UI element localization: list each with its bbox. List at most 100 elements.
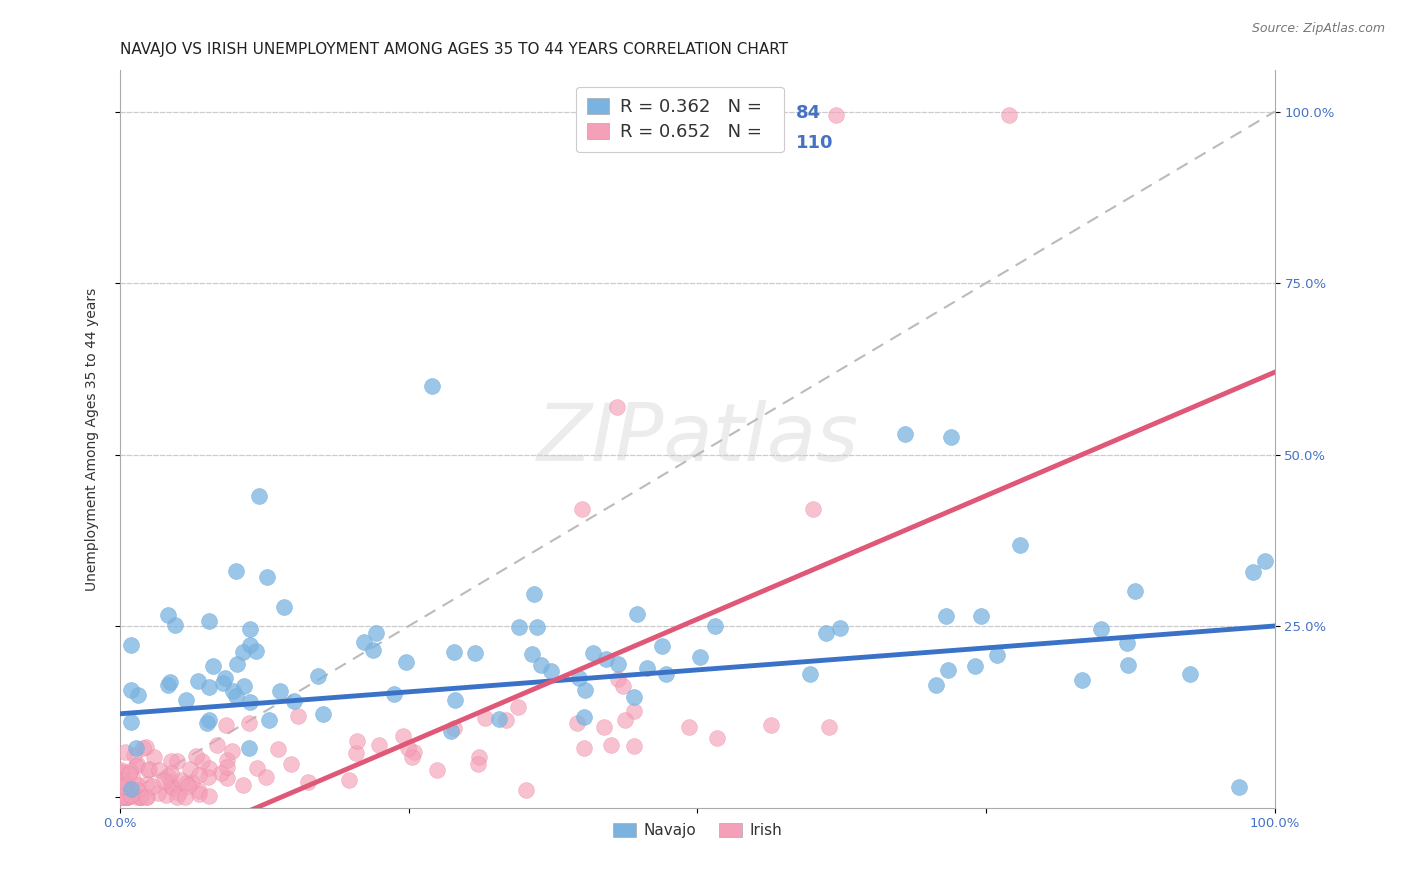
Point xyxy=(269,684,291,698)
Point xyxy=(353,635,375,649)
Point xyxy=(138,763,160,777)
Point xyxy=(211,766,233,780)
Point xyxy=(156,677,179,691)
Point xyxy=(636,661,658,675)
Point xyxy=(571,502,593,516)
Point xyxy=(1116,657,1139,672)
Y-axis label: Unemployment Among Ages 35 to 44 years: Unemployment Among Ages 35 to 44 years xyxy=(86,287,100,591)
Point xyxy=(706,731,728,746)
Point xyxy=(925,677,948,691)
Point xyxy=(468,750,491,764)
Point xyxy=(174,776,197,790)
Point xyxy=(678,720,700,734)
Point xyxy=(198,761,221,775)
Point xyxy=(125,759,148,773)
Point xyxy=(337,772,360,787)
Point xyxy=(626,607,648,621)
Point xyxy=(239,623,262,637)
Point xyxy=(120,781,142,796)
Point xyxy=(600,738,623,752)
Point xyxy=(247,489,270,503)
Text: 84: 84 xyxy=(796,104,821,122)
Point xyxy=(246,761,269,775)
Point xyxy=(515,783,537,797)
Point xyxy=(125,756,148,771)
Point xyxy=(593,720,616,734)
Point xyxy=(231,778,253,792)
Point xyxy=(136,763,159,777)
Point xyxy=(160,766,183,780)
Point xyxy=(607,657,630,672)
Point xyxy=(225,690,247,704)
Point xyxy=(344,746,367,760)
Point xyxy=(464,646,486,660)
Point xyxy=(127,688,149,702)
Point xyxy=(267,742,290,756)
Point xyxy=(166,790,188,805)
Point xyxy=(129,790,152,805)
Point xyxy=(120,764,142,778)
Point xyxy=(125,741,148,756)
Point xyxy=(572,740,595,755)
Point xyxy=(157,768,180,782)
Point xyxy=(1123,583,1146,598)
Point xyxy=(232,645,254,659)
Point xyxy=(689,649,711,664)
Point xyxy=(198,680,221,694)
Point xyxy=(111,765,134,780)
Point xyxy=(129,790,152,805)
Point xyxy=(170,773,193,788)
Point xyxy=(307,669,329,683)
Point xyxy=(191,755,214,769)
Point xyxy=(1090,622,1112,636)
Point xyxy=(198,614,221,628)
Point xyxy=(135,790,157,805)
Point xyxy=(142,779,165,793)
Point xyxy=(582,646,605,660)
Point xyxy=(623,690,645,705)
Point xyxy=(212,676,235,690)
Point xyxy=(225,564,247,578)
Point xyxy=(238,695,260,709)
Point xyxy=(112,772,135,786)
Point xyxy=(239,638,262,652)
Text: Source: ZipAtlas.com: Source: ZipAtlas.com xyxy=(1251,22,1385,36)
Point xyxy=(202,659,225,673)
Point xyxy=(217,753,239,767)
Point xyxy=(112,774,135,789)
Point xyxy=(623,739,645,753)
Point xyxy=(155,789,177,803)
Point xyxy=(651,639,673,653)
Point xyxy=(112,790,135,805)
Point xyxy=(936,663,959,677)
Point xyxy=(606,400,628,414)
Point xyxy=(565,716,588,731)
Point xyxy=(894,426,917,441)
Point xyxy=(222,683,245,698)
Point xyxy=(825,108,848,122)
Point xyxy=(744,108,766,122)
Point xyxy=(198,714,221,728)
Point xyxy=(121,772,143,786)
Point xyxy=(215,771,238,785)
Point xyxy=(110,790,132,805)
Point xyxy=(162,781,184,796)
Point xyxy=(114,745,136,759)
Point xyxy=(395,655,418,669)
Point xyxy=(114,790,136,805)
Point xyxy=(215,718,238,732)
Point xyxy=(404,745,426,759)
Point xyxy=(245,643,267,657)
Point xyxy=(970,609,993,624)
Point xyxy=(1241,565,1264,579)
Point xyxy=(132,741,155,756)
Point xyxy=(614,713,637,727)
Point xyxy=(312,707,335,722)
Point xyxy=(160,754,183,768)
Point xyxy=(654,666,676,681)
Point xyxy=(110,772,132,787)
Text: 110: 110 xyxy=(796,134,832,152)
Point xyxy=(233,679,256,693)
Point xyxy=(704,619,727,633)
Point xyxy=(574,710,596,724)
